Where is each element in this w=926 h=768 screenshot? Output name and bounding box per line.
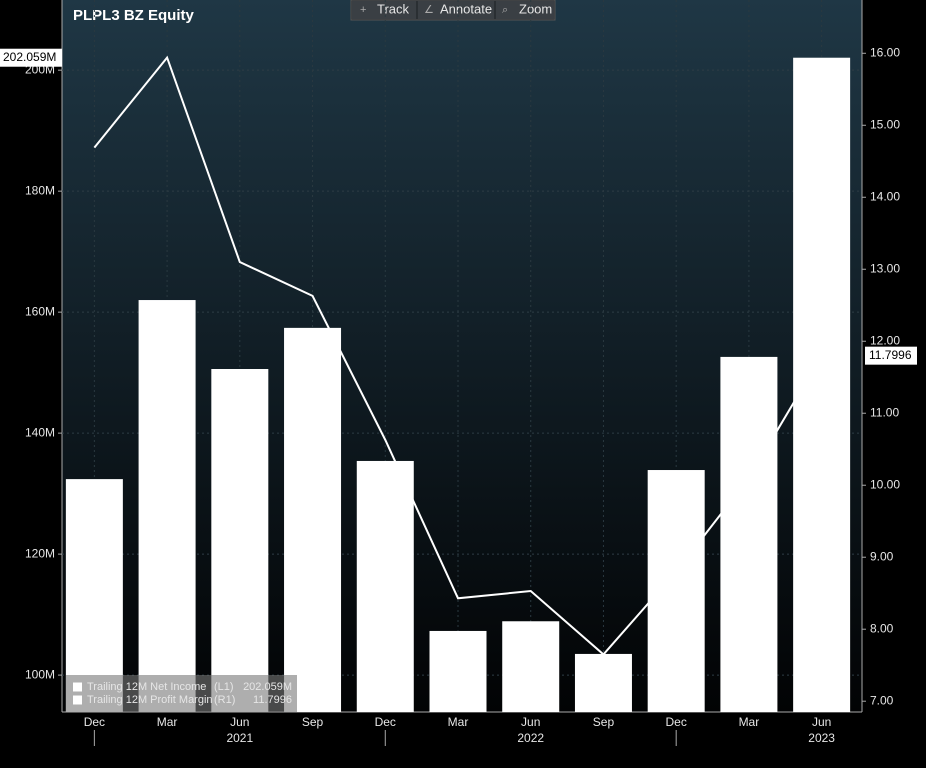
x-tick-label: Sep xyxy=(302,715,324,729)
y2-tick-label: 9.00 xyxy=(870,549,894,563)
bar xyxy=(138,300,196,712)
y-tick-label: 140M xyxy=(25,425,55,439)
y2-tick-label: 14.00 xyxy=(870,189,900,203)
y2-tick-label: 11.00 xyxy=(870,405,899,419)
y-tick-label: 120M xyxy=(25,546,55,560)
chart-title: PLPL3 BZ Equity xyxy=(73,7,195,24)
toolbar-label[interactable]: Annotate xyxy=(440,1,492,16)
legend-value: 11.7996 xyxy=(253,694,292,706)
zoom-button[interactable] xyxy=(496,1,554,19)
bar xyxy=(574,653,632,712)
y2-tick-label: 13.00 xyxy=(870,261,900,275)
y-tick-label: 100M xyxy=(25,667,55,681)
x-tick-label: Sep xyxy=(593,715,615,729)
toolbar-label[interactable]: Zoom xyxy=(519,1,552,16)
x-tick-label: Jun xyxy=(812,715,831,729)
x-tick-label: Jun xyxy=(521,715,540,729)
legend-label: Trailing 12M Net Income xyxy=(87,681,206,693)
y2-tick-label: 16.00 xyxy=(870,45,900,59)
y2-tick-label: 10.00 xyxy=(870,477,900,491)
x-tick-label: Dec xyxy=(84,715,105,729)
bar xyxy=(793,57,851,712)
x-tick-label: Dec xyxy=(666,715,687,729)
y2-tick-label: 8.00 xyxy=(870,621,894,635)
year-label: 2023 xyxy=(808,731,835,745)
legend-tag: (L1) xyxy=(214,681,234,693)
y-tick-label: 160M xyxy=(25,304,55,318)
bar xyxy=(211,369,269,712)
bar xyxy=(356,460,414,712)
x-tick-label: Mar xyxy=(448,715,469,729)
axis-flag xyxy=(0,48,62,67)
year-label: 2022 xyxy=(517,731,544,745)
icon: + xyxy=(360,4,366,16)
x-tick-label: Dec xyxy=(375,715,396,729)
x-tick-label: Mar xyxy=(739,715,760,729)
bar xyxy=(502,621,560,712)
track-button[interactable] xyxy=(352,1,416,19)
year-label: 2021 xyxy=(226,731,253,745)
x-tick-label: Jun xyxy=(230,715,249,729)
axis-flag-label: 11.7996 xyxy=(869,348,912,362)
y2-tick-label: 15.00 xyxy=(870,117,900,131)
y2-tick-label: 12.00 xyxy=(870,333,900,347)
bar xyxy=(720,356,778,712)
annotate-button[interactable] xyxy=(418,1,494,19)
legend-box xyxy=(66,675,297,712)
bar xyxy=(429,630,487,712)
y-tick-label: 180M xyxy=(25,183,55,197)
legend-label: Trailing 12M Profit Margin xyxy=(87,694,213,706)
y2-tick-label: 7.00 xyxy=(870,693,894,707)
legend-swatch xyxy=(73,682,82,692)
bar xyxy=(284,327,342,712)
toolbar-label[interactable]: Track xyxy=(377,1,410,16)
icon: ∠ xyxy=(424,4,434,16)
legend-swatch xyxy=(73,695,82,705)
legend-tag: (R1) xyxy=(214,694,235,706)
bar xyxy=(647,470,705,712)
legend-value: 202.059M xyxy=(243,681,292,693)
icon: ⌕ xyxy=(502,4,508,16)
bar xyxy=(65,479,123,712)
toolbar: Track Annotate Zoom + ∠ ⌕ xyxy=(350,0,556,21)
axis-flag-label: 202.059M xyxy=(3,50,56,64)
x-tick-label: Mar xyxy=(157,715,178,729)
axis-flag xyxy=(865,346,917,365)
